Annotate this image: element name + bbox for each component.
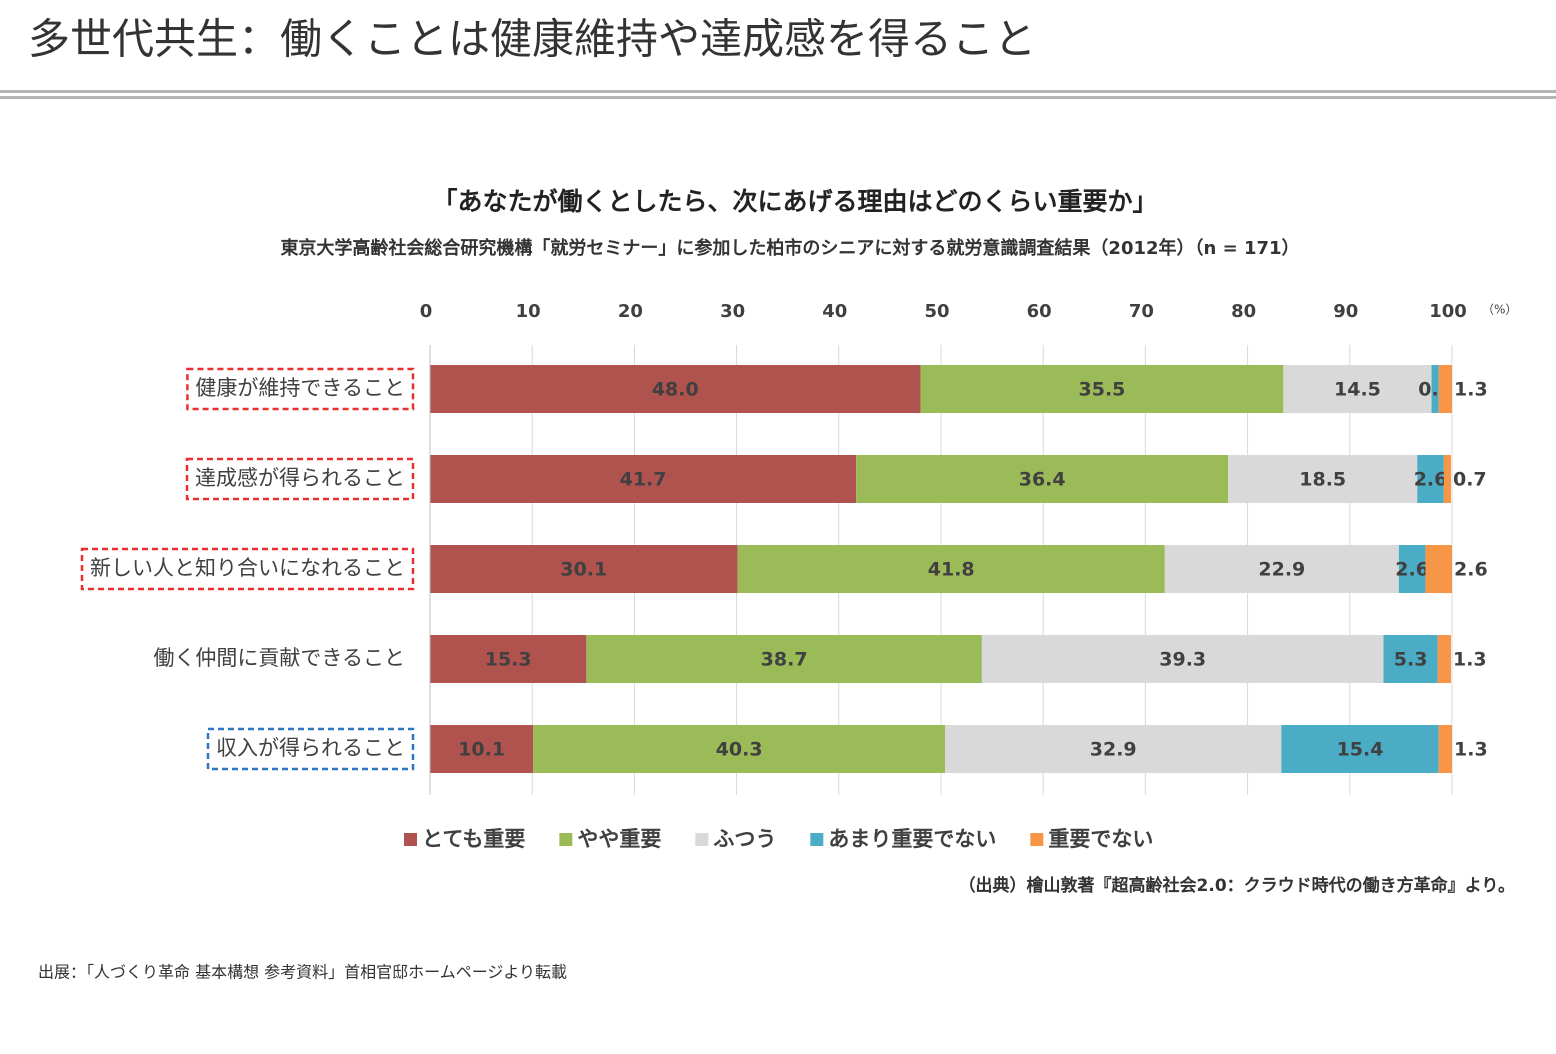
bar-segment: [1438, 365, 1452, 413]
x-unit: （%）: [1482, 303, 1517, 317]
category-label: 収入が得られること: [216, 736, 405, 760]
value-label: 15.4: [1337, 739, 1384, 761]
bar-segment: [1443, 455, 1451, 503]
bar-segment: [981, 635, 1384, 683]
x-tick-label: 10: [516, 301, 541, 322]
value-label: 48.0: [652, 379, 699, 401]
x-tick-label: 0: [420, 301, 433, 322]
legend-label: ふつう: [713, 827, 776, 851]
x-tick-label: 20: [618, 301, 643, 322]
value-label: 14.5: [1334, 379, 1381, 401]
bar-segment: [1431, 365, 1439, 413]
category-highlight: [80, 547, 415, 591]
legend-swatch: [559, 833, 573, 846]
value-label: 38.7: [761, 649, 808, 671]
chart-source: （出典）檜山敦著『超高齢社会2.0：クラウド時代の働き方革命』より。: [959, 875, 1515, 896]
bar-segment: [737, 545, 1165, 593]
value-label: 1.3: [1454, 739, 1488, 761]
chart-title: 「あなたが働くとしたら、次にあげる理由はどのくらい重要か」: [432, 187, 1157, 216]
value-label: 15.3: [485, 649, 532, 671]
legend-label: 重要でない: [1048, 827, 1153, 851]
value-label: 39.3: [1159, 649, 1206, 671]
bar-segment: [1228, 455, 1418, 503]
bar-segment: [430, 455, 857, 503]
bar-segment: [430, 545, 738, 593]
bar-segment: [1438, 725, 1452, 773]
x-tick-label: 70: [1129, 301, 1154, 322]
x-tick-label: 30: [720, 301, 745, 322]
x-tick-label: 100: [1429, 301, 1467, 322]
value-label: 0.7: [1453, 469, 1487, 491]
value-label: 18.5: [1299, 469, 1346, 491]
bar-segment: [920, 365, 1284, 413]
x-tick-label: 40: [822, 301, 847, 322]
value-label: 1.3: [1454, 379, 1488, 401]
bar-segment: [430, 725, 534, 773]
legend-label: とても重要: [422, 827, 525, 851]
bar-segment: [430, 365, 921, 413]
category-label: 新しい人と知り合いになれること: [90, 556, 405, 580]
x-tick-label: 90: [1333, 301, 1358, 322]
value-label: 32.9: [1090, 739, 1137, 761]
legend-swatch: [1030, 833, 1044, 846]
value-label: 40.3: [716, 739, 763, 761]
footer-note: 出展：「人づくり革命 基本構想 参考資料」首相官邸ホームページより転載: [38, 963, 567, 982]
bar-segment: [1425, 545, 1452, 593]
value-label: 35.5: [1079, 379, 1126, 401]
legend-label: やや重要: [577, 827, 661, 851]
category-highlight: [186, 367, 415, 411]
x-tick-label: 60: [1027, 301, 1052, 322]
value-label: 41.8: [928, 559, 975, 581]
bar-segment: [1383, 635, 1438, 683]
value-label: 2.6: [1454, 559, 1488, 581]
legend-swatch: [810, 833, 824, 846]
bar-segment: [1283, 365, 1432, 413]
category-label: 達成感が得られること: [195, 466, 405, 490]
bar-segment: [945, 725, 1282, 773]
value-label: 10.1: [458, 739, 505, 761]
category-label: 健康が維持できること: [195, 376, 405, 400]
value-label: 30.1: [560, 559, 607, 581]
title-rule: [0, 96, 1556, 99]
x-tick-label: 80: [1231, 301, 1256, 322]
bar-segment: [586, 635, 982, 683]
value-label: 41.7: [620, 469, 667, 491]
chart-subtitle: 東京大学高齢社会総合研究機構「就労セミナー」に参加した柏市のシニアに対する就労意…: [280, 237, 1299, 259]
legend-swatch: [404, 833, 417, 846]
bar-segment: [430, 635, 587, 683]
bar-segment: [1281, 725, 1439, 773]
legend-label: あまり重要でない: [828, 827, 996, 851]
bar-segment: [856, 455, 1229, 503]
bar-segment: [1437, 635, 1451, 683]
bar-segment: [1398, 545, 1426, 593]
bar-segment: [1164, 545, 1399, 593]
category-label: 働く仲間に貢献できること: [153, 646, 405, 670]
bar-segment: [533, 725, 946, 773]
value-label: 2.6: [1395, 559, 1429, 581]
category-highlight: [206, 727, 415, 771]
bar-segment: [1417, 455, 1444, 503]
legend-swatch: [695, 833, 709, 846]
value-label: 2.6: [1414, 469, 1448, 491]
value-label: 36.4: [1019, 469, 1066, 491]
x-tick-label: 50: [924, 301, 949, 322]
category-highlight: [185, 457, 415, 501]
value-label: 22.9: [1258, 559, 1305, 581]
slide-title: 多世代共生：働くことは健康維持や達成感を得ること: [28, 15, 1036, 64]
title-rule: [0, 90, 1556, 93]
value-label: 5.3: [1394, 649, 1428, 671]
value-label: 1.3: [1453, 649, 1487, 671]
